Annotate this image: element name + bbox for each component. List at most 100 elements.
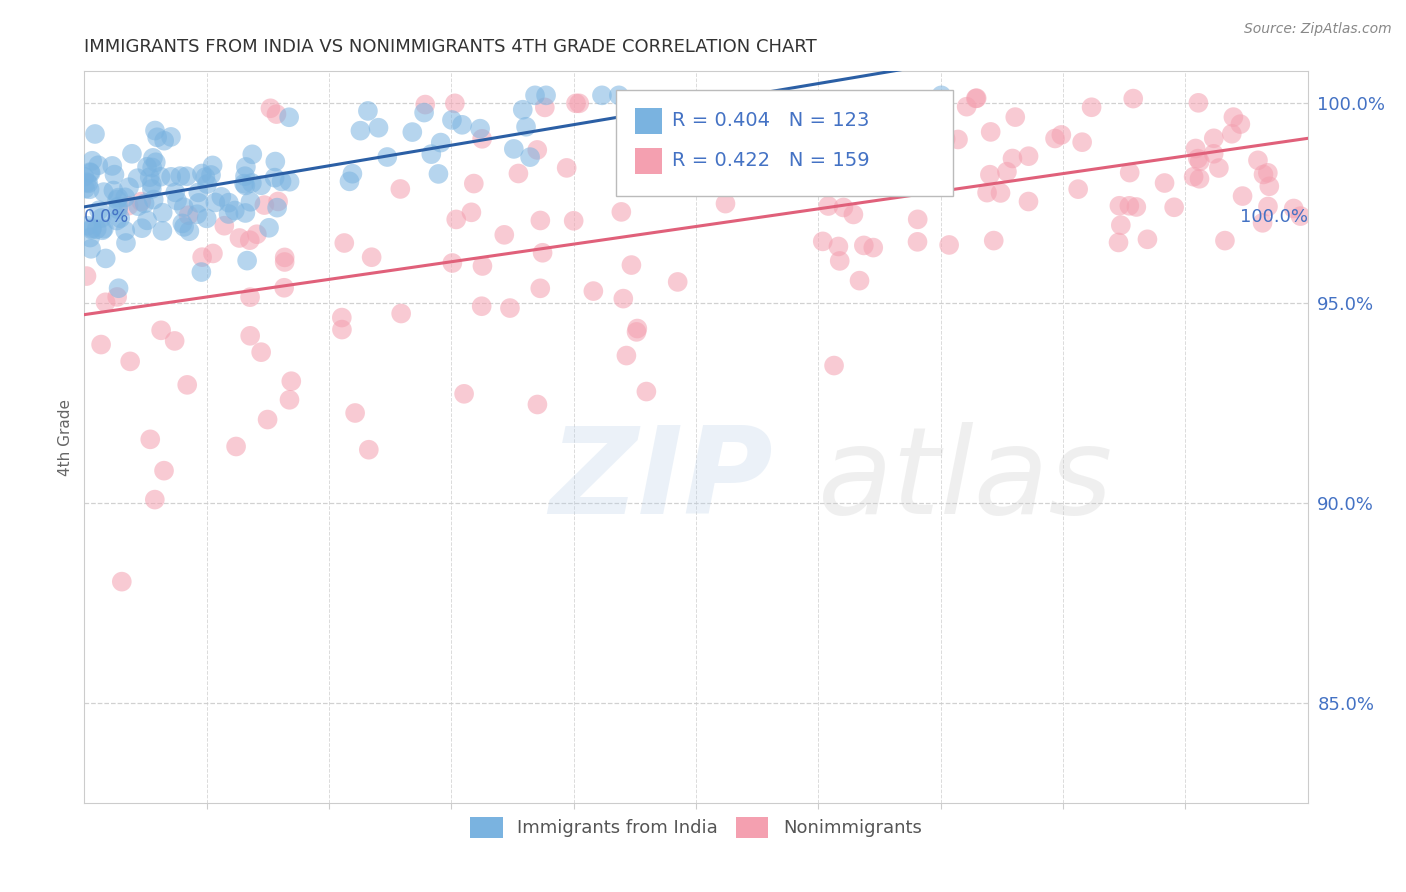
Point — [1118, 199, 1140, 213]
Point — [152, 205, 174, 219]
Point — [209, 190, 232, 204]
Point — [73, 169, 96, 184]
Point — [852, 238, 875, 252]
Point — [77, 177, 100, 191]
Point — [1220, 127, 1243, 141]
Point — [860, 115, 883, 129]
Point — [555, 161, 578, 175]
Point — [253, 198, 276, 212]
Point — [80, 242, 103, 256]
Point — [853, 106, 876, 120]
Point — [905, 127, 928, 141]
Point — [832, 201, 855, 215]
Point — [453, 387, 475, 401]
Point — [246, 227, 269, 242]
Point — [218, 195, 240, 210]
Point — [709, 116, 731, 130]
Point — [172, 216, 194, 230]
Point — [103, 168, 125, 182]
Point — [1018, 194, 1040, 209]
Point — [842, 207, 865, 221]
Text: IMMIGRANTS FROM INDIA VS NONIMMIGRANTS 4TH GRADE CORRELATION CHART: IMMIGRANTS FROM INDIA VS NONIMMIGRANTS 4… — [84, 38, 817, 56]
Point — [360, 250, 382, 264]
Point — [526, 397, 548, 411]
Point — [1208, 161, 1230, 175]
Point — [150, 323, 173, 337]
Point — [330, 310, 353, 325]
Point — [1136, 232, 1159, 246]
Point — [103, 184, 125, 198]
Point — [270, 174, 292, 188]
Point — [235, 178, 257, 193]
Point — [190, 265, 212, 279]
Point — [250, 345, 273, 359]
Point — [531, 245, 554, 260]
Point — [620, 258, 643, 272]
Point — [413, 105, 436, 120]
Point — [204, 195, 226, 210]
Point — [201, 158, 224, 172]
Point — [79, 182, 101, 196]
Point — [76, 219, 98, 233]
Point — [512, 103, 534, 117]
Point — [1108, 235, 1130, 250]
Point — [330, 322, 353, 336]
Point — [1004, 110, 1026, 124]
Point — [75, 182, 97, 196]
Point — [129, 194, 152, 209]
Point — [907, 212, 929, 227]
Point — [534, 100, 557, 114]
Point — [1251, 216, 1274, 230]
Point — [131, 221, 153, 235]
Point — [735, 144, 758, 158]
Point — [946, 132, 969, 146]
Point — [515, 120, 537, 134]
Text: R = 0.404   N = 123: R = 0.404 N = 123 — [672, 111, 869, 130]
Point — [264, 154, 287, 169]
Point — [339, 174, 361, 188]
Point — [966, 91, 988, 105]
Point — [136, 213, 159, 227]
Point — [640, 125, 662, 139]
Point — [201, 246, 224, 260]
Point — [925, 161, 948, 176]
Point — [1108, 199, 1130, 213]
Point — [898, 121, 921, 136]
Point — [828, 253, 851, 268]
Point — [169, 169, 191, 183]
Point — [817, 127, 839, 141]
Point — [93, 221, 115, 235]
Point — [1184, 141, 1206, 155]
Point — [86, 222, 108, 236]
Point — [1257, 166, 1279, 180]
Point — [1109, 218, 1132, 232]
Point — [1153, 176, 1175, 190]
Point — [80, 166, 103, 180]
Point — [524, 88, 547, 103]
Point — [105, 213, 128, 227]
Point — [146, 130, 169, 145]
Point — [240, 176, 263, 190]
Point — [94, 252, 117, 266]
Point — [797, 144, 820, 158]
Point — [84, 127, 107, 141]
Point — [90, 211, 112, 225]
Point — [1043, 131, 1066, 145]
Point — [413, 97, 436, 112]
Point — [344, 406, 367, 420]
Point — [1289, 209, 1312, 223]
Point — [233, 169, 256, 184]
Point — [342, 167, 364, 181]
Point — [357, 103, 380, 118]
Point — [817, 199, 839, 213]
Point — [494, 227, 516, 242]
Point — [121, 146, 143, 161]
Point — [82, 153, 104, 168]
Point — [349, 123, 371, 137]
Point — [907, 235, 929, 249]
Point — [173, 219, 195, 234]
Point — [173, 200, 195, 214]
Point — [257, 220, 280, 235]
Point — [568, 96, 591, 111]
Point — [218, 207, 240, 221]
